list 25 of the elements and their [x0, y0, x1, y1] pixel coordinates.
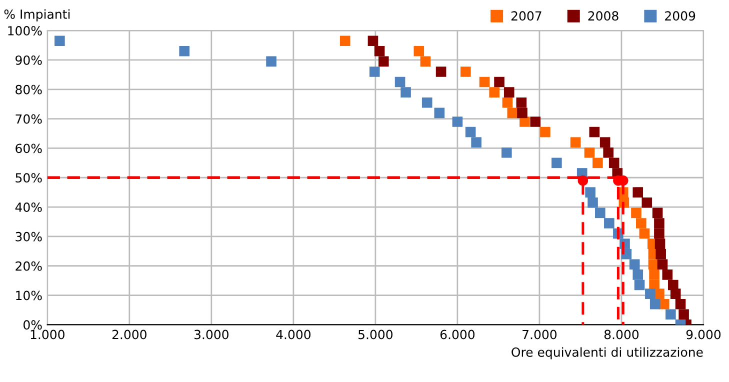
- legend-label: 2009: [665, 11, 696, 21]
- y-tick-label: 100%: [8, 26, 42, 36]
- x-axis-title: Ore equivalenti di utilizzazione: [512, 347, 703, 360]
- y-tick-label: 0%: [24, 320, 42, 330]
- y-tick-label: 30%: [16, 232, 42, 242]
- x-tick-label: 5.000: [358, 330, 392, 340]
- x-tick-label: 4.000: [276, 330, 310, 340]
- x-tick-label: 3.000: [194, 330, 228, 340]
- x-tick-label: 6.000: [440, 330, 475, 340]
- y-tick-label: 90%: [16, 55, 42, 65]
- y-tick-label: 80%: [16, 84, 42, 94]
- legend-label: 2007: [511, 11, 542, 21]
- y-tick-label: 20%: [16, 261, 42, 271]
- y-tick-label: 70%: [16, 114, 42, 124]
- x-tick-label: 1.000: [30, 330, 64, 340]
- y-tick-label: 60%: [16, 144, 42, 154]
- x-tick-label: 2.000: [112, 330, 146, 340]
- y-tick-label: 50%: [16, 173, 42, 183]
- legend-label: 2008: [588, 11, 618, 21]
- x-tick-label: 8.000: [604, 330, 639, 340]
- y-tick-label: 40%: [15, 202, 42, 212]
- x-tick-label: 9.000: [686, 330, 721, 340]
- y-axis-title: % Impianti: [4, 9, 70, 22]
- x-tick-label: 7.000: [522, 330, 557, 340]
- y-tick-label: 10%: [16, 290, 42, 300]
